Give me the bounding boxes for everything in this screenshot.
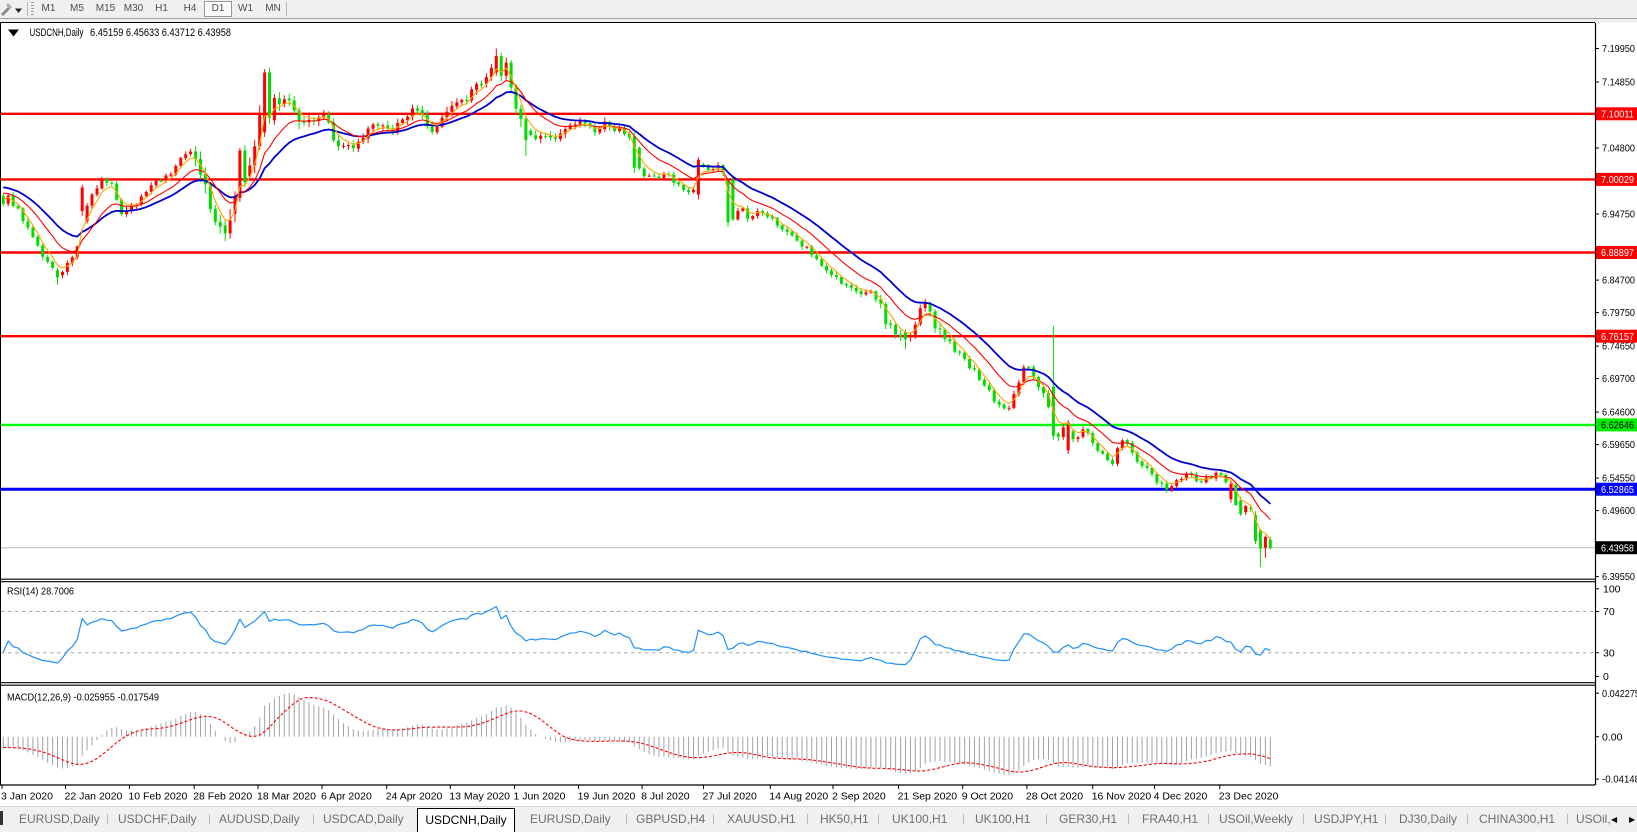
- svg-text:13 May 2020: 13 May 2020: [449, 791, 510, 803]
- svg-text:6.39550: 6.39550: [1602, 571, 1635, 583]
- svg-text:-0.04148: -0.04148: [1602, 774, 1637, 786]
- svg-text:6.49600: 6.49600: [1602, 505, 1635, 517]
- svg-text:0: 0: [1603, 671, 1609, 683]
- svg-text:70: 70: [1603, 606, 1615, 618]
- svg-text:16 Nov 2020: 16 Nov 2020: [1092, 791, 1152, 803]
- svg-text:6 Apr 2020: 6 Apr 2020: [321, 791, 372, 803]
- svg-text:6.76157: 6.76157: [1601, 331, 1634, 343]
- svg-text:6.54550: 6.54550: [1602, 473, 1635, 485]
- svg-text:7.00029: 7.00029: [1601, 174, 1634, 186]
- svg-text:RSI(14) 28.7006: RSI(14) 28.7006: [7, 586, 74, 598]
- svg-text:4 Dec 2020: 4 Dec 2020: [1154, 791, 1208, 803]
- svg-text:10 Feb 2020: 10 Feb 2020: [128, 791, 187, 803]
- svg-text:7.19950: 7.19950: [1602, 43, 1635, 55]
- svg-text:9 Oct 2020: 9 Oct 2020: [962, 791, 1014, 803]
- svg-text:100: 100: [1603, 583, 1621, 595]
- svg-text:USDCNH,Daily: USDCNH,Daily: [30, 27, 84, 39]
- svg-text:MACD(12,26,9) -0.025955 -0.017: MACD(12,26,9) -0.025955 -0.017549: [7, 692, 159, 704]
- svg-text:19 Jun 2020: 19 Jun 2020: [578, 791, 636, 803]
- svg-text:23 Dec 2020: 23 Dec 2020: [1219, 791, 1279, 803]
- svg-text:6.88897: 6.88897: [1601, 247, 1634, 259]
- svg-text:6.62646: 6.62646: [1601, 420, 1634, 432]
- svg-text:7.04800: 7.04800: [1602, 143, 1635, 155]
- svg-text:27 Jul 2020: 27 Jul 2020: [703, 791, 757, 803]
- svg-text:6.94750: 6.94750: [1602, 209, 1635, 221]
- svg-text:14 Aug 2020: 14 Aug 2020: [769, 791, 828, 803]
- svg-text:6.69700: 6.69700: [1602, 373, 1635, 385]
- svg-text:28 Feb 2020: 28 Feb 2020: [193, 791, 252, 803]
- svg-text:24 Apr 2020: 24 Apr 2020: [386, 791, 443, 803]
- svg-text:6.45159 6.45633 6.43712 6.4395: 6.45159 6.45633 6.43712 6.43958: [90, 27, 231, 39]
- svg-text:6.43958: 6.43958: [1601, 542, 1634, 554]
- svg-text:22 Jan 2020: 22 Jan 2020: [65, 791, 123, 803]
- svg-text:0.00: 0.00: [1602, 731, 1623, 743]
- svg-text:21 Sep 2020: 21 Sep 2020: [898, 791, 958, 803]
- svg-text:6.59650: 6.59650: [1602, 439, 1635, 451]
- svg-text:7.14850: 7.14850: [1602, 77, 1635, 89]
- svg-text:0.042275: 0.042275: [1602, 688, 1637, 700]
- svg-text:6.84700: 6.84700: [1602, 275, 1635, 287]
- svg-text:6.52865: 6.52865: [1601, 484, 1634, 496]
- svg-text:6.74650: 6.74650: [1602, 341, 1635, 353]
- svg-text:2 Sep 2020: 2 Sep 2020: [832, 791, 886, 803]
- svg-text:8 Jul 2020: 8 Jul 2020: [641, 791, 690, 803]
- svg-text:7.10011: 7.10011: [1601, 108, 1634, 120]
- svg-text:3 Jan 2020: 3 Jan 2020: [1, 791, 53, 803]
- svg-text:30: 30: [1603, 647, 1615, 659]
- svg-text:18 Mar 2020: 18 Mar 2020: [257, 791, 316, 803]
- svg-text:6.64600: 6.64600: [1602, 407, 1635, 419]
- svg-text:28 Oct 2020: 28 Oct 2020: [1026, 791, 1083, 803]
- svg-text:1 Jun 2020: 1 Jun 2020: [514, 791, 566, 803]
- svg-text:6.79750: 6.79750: [1602, 307, 1635, 319]
